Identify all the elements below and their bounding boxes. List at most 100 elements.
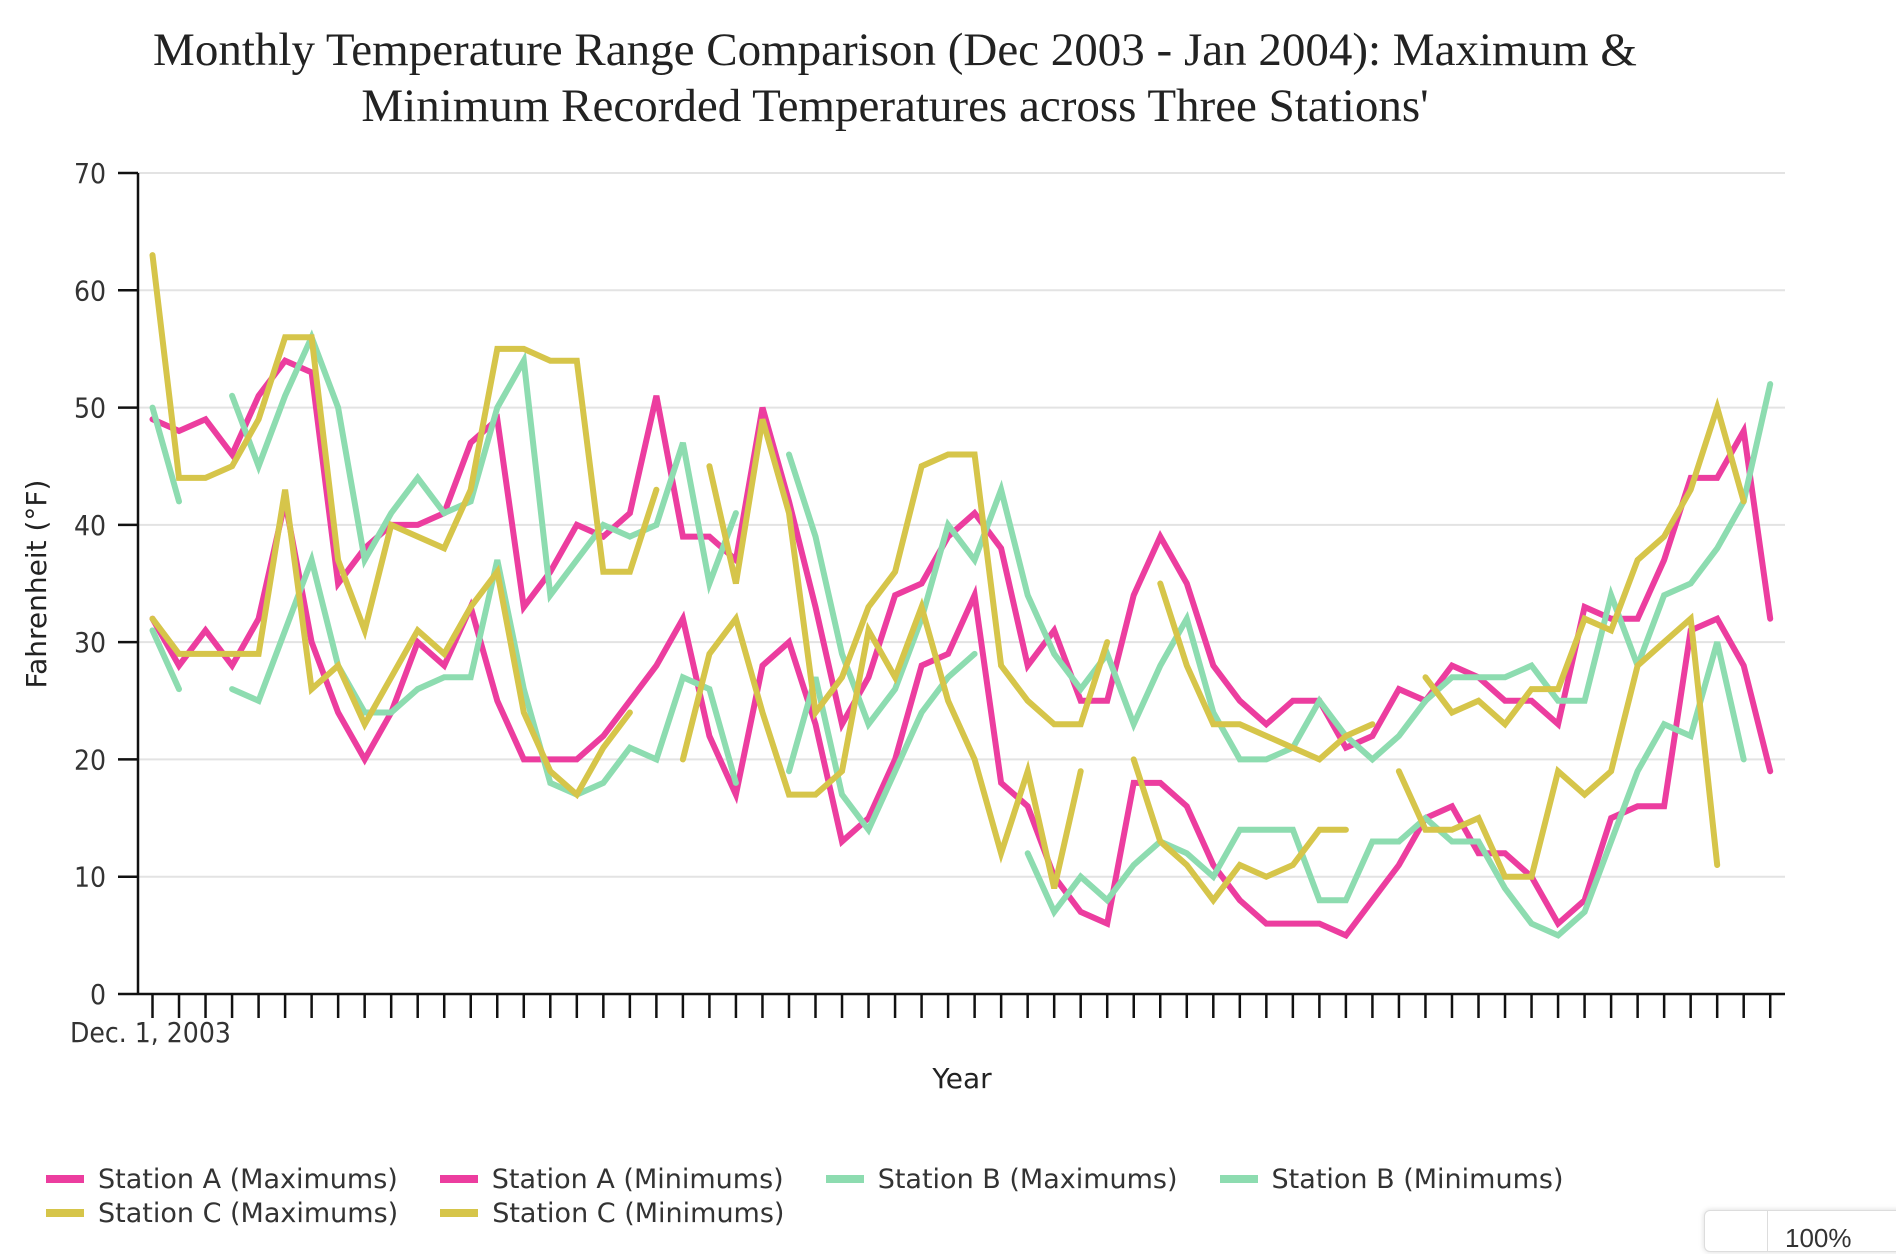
series-station-c-maximums [149, 252, 1747, 763]
data-point [494, 346, 500, 352]
legend-item[interactable]: Station B (Minimums) [1219, 1162, 1564, 1196]
data-point [176, 663, 182, 669]
data-point [972, 592, 978, 598]
data-point [441, 545, 447, 551]
series-line-segment [786, 381, 1774, 764]
data-point [1210, 663, 1216, 669]
data-point [1210, 897, 1216, 903]
data-point [1290, 745, 1296, 751]
data-point [1741, 498, 1747, 504]
x-axis-title: Year [931, 1062, 992, 1095]
data-point [1714, 616, 1720, 622]
data-point [150, 627, 156, 633]
data-point [1767, 381, 1773, 387]
data-point [786, 639, 792, 645]
data-point [892, 592, 898, 598]
data-point [388, 522, 394, 528]
data-point [574, 358, 580, 364]
data-point [813, 604, 819, 610]
data-point [1661, 592, 1667, 598]
legend-swatch [825, 1175, 864, 1183]
data-point [839, 839, 845, 845]
data-point [1369, 721, 1375, 727]
data-point [494, 405, 500, 411]
data-point [547, 768, 553, 774]
series-line-segment [149, 252, 660, 641]
data-point [600, 745, 606, 751]
data-point [1476, 839, 1482, 845]
data-point [1184, 862, 1190, 868]
data-point [1555, 721, 1561, 727]
data-point [1396, 733, 1402, 739]
data-point [653, 756, 659, 762]
data-point [335, 710, 341, 716]
data-point [1131, 780, 1137, 786]
data-point [1608, 592, 1614, 598]
zoom-level[interactable]: 100% [1785, 1223, 1852, 1253]
data-point [1502, 874, 1508, 880]
data-point [1078, 874, 1084, 880]
data-point [733, 780, 739, 786]
data-point [176, 651, 182, 657]
data-point [1714, 545, 1720, 551]
legend-swatch [46, 1175, 84, 1183]
data-point [653, 487, 659, 493]
legend-swatch [1219, 1175, 1258, 1183]
data-point [1290, 827, 1296, 833]
legend-item[interactable]: Station A (Minimums) [439, 1162, 784, 1196]
data-point [415, 522, 421, 528]
data-point [1131, 756, 1137, 762]
data-point [1104, 897, 1110, 903]
data-point [1078, 768, 1084, 774]
data-point [229, 651, 235, 657]
data-point [1263, 721, 1269, 727]
data-point [1051, 651, 1057, 657]
data-point [1237, 827, 1243, 833]
series-station-b-minimums [149, 549, 1747, 939]
data-point [1263, 874, 1269, 880]
data-point [972, 452, 978, 458]
y-axis-title: Fahrenheit (°F) [20, 480, 53, 689]
data-point [1423, 698, 1429, 704]
data-point [547, 780, 553, 786]
data-point [866, 627, 872, 633]
data-point [1714, 475, 1720, 481]
data-point [1555, 686, 1561, 692]
legend-label: Station A (Maximums) [98, 1163, 398, 1195]
data-point [706, 534, 712, 540]
data-point [1343, 827, 1349, 833]
series-station-c-minimums [149, 489, 1721, 906]
data-point [839, 721, 845, 727]
data-point [1131, 721, 1137, 727]
legend-label: Station B (Minimums) [1271, 1163, 1564, 1195]
data-point [600, 522, 606, 528]
data-point [1184, 850, 1190, 856]
y-tick-label: 30 [74, 626, 106, 659]
data-point [415, 686, 421, 692]
data-point [256, 416, 262, 422]
data-point [1502, 721, 1508, 727]
data-point [1767, 768, 1773, 774]
chart-title: Monthly Temperature Range Comparison (De… [0, 22, 1790, 134]
data-point [1104, 921, 1110, 927]
data-point [1635, 616, 1641, 622]
data-point [494, 569, 500, 575]
data-point [1449, 803, 1455, 809]
data-point [415, 475, 421, 481]
legend-item[interactable]: Station C (Minimums) [440, 1196, 784, 1230]
data-point [1157, 534, 1163, 540]
data-point [1184, 663, 1190, 669]
data-point [1051, 627, 1057, 633]
data-point [1502, 698, 1508, 704]
legend-item[interactable]: Station C (Maximums) [46, 1196, 398, 1230]
data-point [1210, 721, 1216, 727]
data-point [1290, 698, 1296, 704]
data-point [468, 604, 474, 610]
legend-item[interactable]: Station B (Maximums) [825, 1162, 1178, 1196]
data-point [362, 557, 368, 563]
data-point [1237, 756, 1243, 762]
zoom-control[interactable]: 100% [1704, 1210, 1896, 1253]
data-point [627, 510, 633, 516]
legend-item[interactable]: Station A (Maximums) [46, 1162, 398, 1196]
zoom-divider [1767, 1211, 1768, 1251]
